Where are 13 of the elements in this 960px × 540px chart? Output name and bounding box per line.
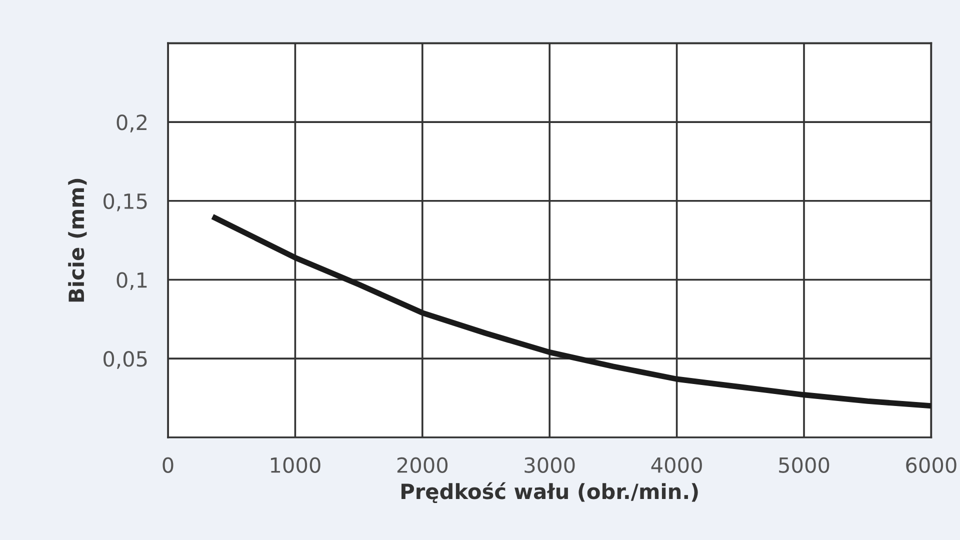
x-tick-label: 6000 <box>906 457 956 473</box>
y-tick-label: 0,05 <box>104 351 147 369</box>
y-tick-label: 0,15 <box>104 193 147 212</box>
x-tick-label: 5000 <box>779 457 830 473</box>
x-axis-title: Prędkość wału (obr./min.) <box>402 482 698 504</box>
x-tick-label: 4000 <box>651 457 702 473</box>
y-axis-title: Bicie (mm) <box>68 178 87 302</box>
x-tick-label: 2000 <box>397 457 448 473</box>
y-tick-label: 0,1 <box>116 272 147 290</box>
y-tick-label: 0,2 <box>116 114 146 132</box>
x-tick-label: 0 <box>162 457 174 473</box>
x-tick-label: 1000 <box>270 457 320 473</box>
x-tick-label: 3000 <box>524 457 575 473</box>
